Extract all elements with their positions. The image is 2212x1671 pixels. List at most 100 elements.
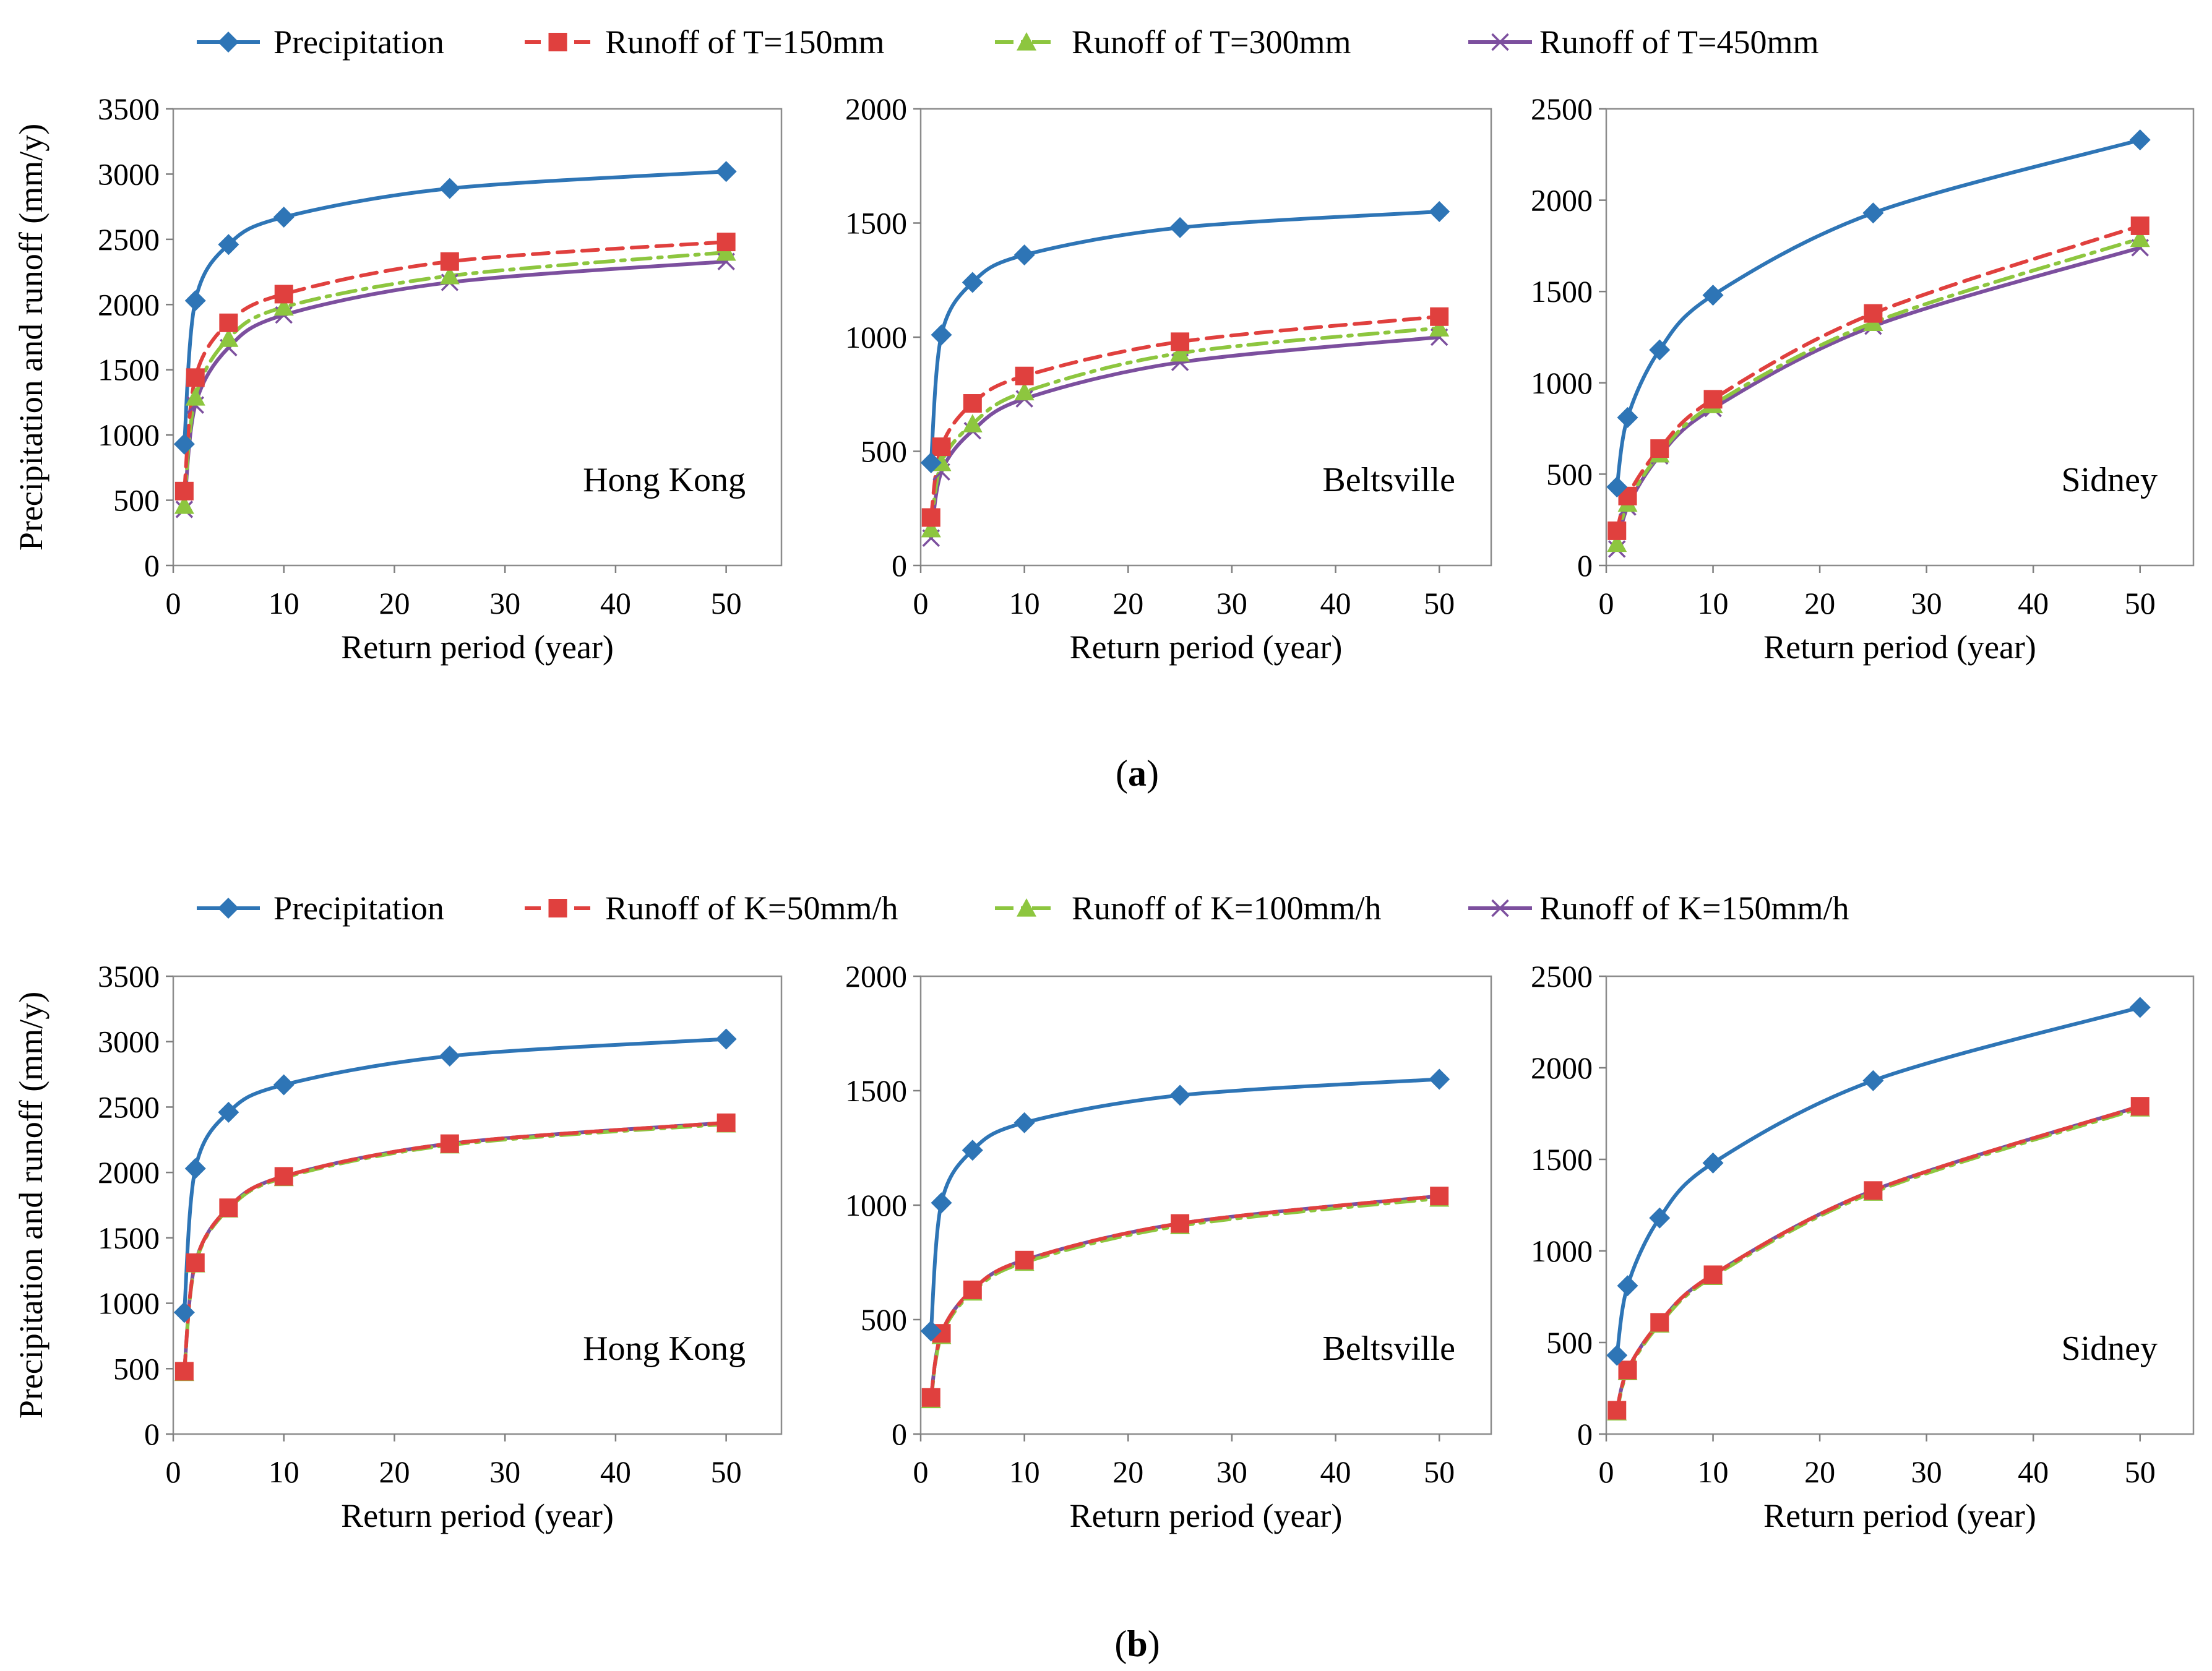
cross-marker <box>1491 33 1509 51</box>
data-point <box>274 285 293 304</box>
data-point <box>921 518 941 538</box>
data-point <box>184 290 206 311</box>
x-tick-label: 40 <box>1320 586 1351 621</box>
square-marker <box>921 1388 940 1407</box>
square-marker <box>1015 366 1034 385</box>
chart-title: Beltsville <box>1322 1329 1455 1368</box>
square-marker <box>440 252 459 271</box>
y-tick-label: 2500 <box>1531 92 1593 126</box>
data-point <box>1430 307 1449 326</box>
data-point <box>962 414 983 432</box>
data-point <box>1429 201 1450 223</box>
data-point <box>440 1134 459 1153</box>
chart-panel-a-hong-kong: 0 500 1000 1500 2000 2500 3000 3500 0 10 20 30 40 50 R… <box>12 92 783 666</box>
data-point <box>931 1192 952 1214</box>
diamond-marker <box>218 1101 239 1123</box>
data-point <box>1650 439 1669 458</box>
x-tick-label: 20 <box>1112 1454 1143 1489</box>
legend-marker <box>1017 898 1036 917</box>
x-tick-label: 10 <box>1009 1454 1040 1489</box>
diamond-marker <box>218 898 239 919</box>
diamond-marker <box>218 32 239 53</box>
x-axis-label: Return period (year) <box>341 629 614 666</box>
y-tick-label: 2000 <box>845 92 907 126</box>
square-marker <box>219 1198 238 1218</box>
panel-label-a: (a) <box>1116 753 1159 794</box>
data-point <box>1429 1068 1450 1090</box>
diamond-marker <box>218 234 239 256</box>
diamond-marker <box>439 178 460 199</box>
square-marker <box>1650 1313 1669 1332</box>
data-point <box>1650 1313 1669 1332</box>
legend-entry: Runoff of K=100mm/h <box>1072 890 1381 927</box>
y-tick-label: 2500 <box>98 1089 160 1124</box>
plot-frame <box>172 975 783 1435</box>
data-point <box>1606 1344 1628 1366</box>
diamond-marker <box>1862 1070 1884 1091</box>
square-marker <box>921 508 940 527</box>
square-marker <box>440 1134 459 1153</box>
diamond-marker <box>715 1028 737 1050</box>
plot-frame <box>172 108 783 567</box>
triangle-marker <box>439 265 460 285</box>
diamond-marker <box>962 272 983 293</box>
diamond-marker <box>173 433 195 455</box>
y-tick-label: 2000 <box>98 1155 160 1190</box>
plot-frame <box>1605 108 2195 567</box>
data-point <box>1703 390 1723 409</box>
legend-marker <box>1017 32 1036 51</box>
data-point <box>1607 533 1627 552</box>
triangle-marker <box>1170 343 1190 362</box>
diamond-marker <box>273 207 295 228</box>
data-point <box>219 313 238 332</box>
x-tick-label: 50 <box>711 586 742 621</box>
y-tick-label: 3000 <box>98 1025 160 1059</box>
diamond-marker <box>1169 1085 1191 1106</box>
data-point <box>2130 1097 2150 1116</box>
data-point <box>920 452 942 473</box>
x-tick-label: 10 <box>1698 1454 1729 1489</box>
data-point <box>184 1158 206 1179</box>
data-point <box>932 437 951 457</box>
data-point <box>2130 228 2150 247</box>
x-tick-label: 0 <box>166 586 181 621</box>
square-marker <box>1430 1187 1449 1206</box>
data-point <box>1169 217 1191 238</box>
square-marker <box>174 1362 194 1381</box>
diamond-marker <box>1617 1275 1638 1297</box>
chart-title: Sidney <box>2061 1329 2158 1368</box>
square-marker <box>1703 390 1723 409</box>
square-marker <box>174 481 194 500</box>
diamond-marker <box>184 290 206 311</box>
x-tick-label: 10 <box>269 1454 299 1489</box>
data-point <box>715 161 737 183</box>
diamond-marker <box>273 1074 295 1096</box>
diamond-marker <box>1013 244 1035 266</box>
square-marker <box>1430 307 1449 326</box>
chart-panel-b-beltsville: 0 500 1000 1500 2000 0 10 20 30 40 50 Return period… <box>845 959 1492 1534</box>
triangle-marker <box>962 414 983 432</box>
x-tick-label: 20 <box>1804 586 1835 621</box>
data-point <box>439 178 460 199</box>
data-point <box>962 1140 983 1161</box>
data-point <box>2130 216 2150 235</box>
data-point <box>185 387 205 406</box>
y-tick-label: 0 <box>892 548 907 583</box>
legend-entry: Precipitation <box>273 24 444 61</box>
y-tick-label: 1000 <box>98 418 160 452</box>
data-point <box>921 508 940 527</box>
square-marker <box>1607 521 1627 540</box>
data-point <box>1862 1070 1884 1091</box>
x-tick-label: 0 <box>913 586 929 621</box>
data-point <box>218 329 239 347</box>
diamond-marker <box>1702 285 1724 306</box>
chart-panel-b-sidney: 0 500 1000 1500 2000 2500 0 10 20 30 40 50 Return pe… <box>1531 959 2195 1534</box>
x-tick-label: 50 <box>711 1454 742 1489</box>
x-tick-label: 40 <box>2018 586 2049 621</box>
x-tick-label: 40 <box>2018 1454 2049 1489</box>
y-tick-label: 2500 <box>1531 959 1593 994</box>
x-tick-label: 30 <box>1216 1454 1247 1489</box>
triangle-marker <box>921 518 941 538</box>
x-axis-label: Return period (year) <box>1070 629 1343 666</box>
